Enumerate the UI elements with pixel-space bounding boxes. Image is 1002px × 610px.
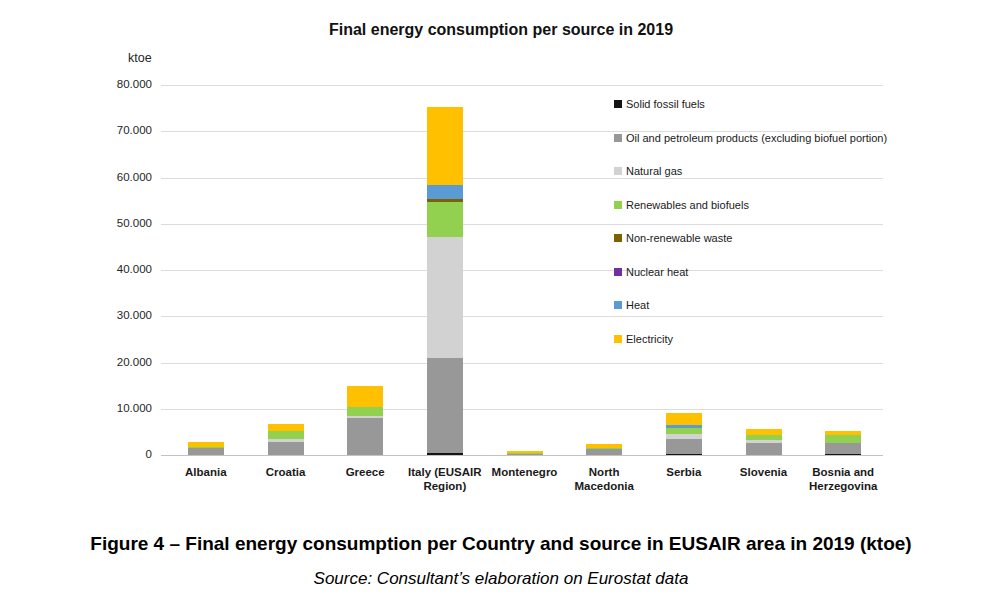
figure-page: Final energy consumption per source in 2… (0, 0, 1002, 610)
y-axis-unit-label: ktoe (128, 51, 152, 65)
legend-item: Electricity (614, 333, 673, 345)
bar-segment (746, 429, 782, 435)
y-tick-label: 60.000 (92, 171, 152, 183)
bar-segment (825, 431, 861, 435)
legend-item: Solid fossil fuels (614, 98, 705, 110)
bar-segment (666, 439, 702, 454)
x-tick-label: Albania (162, 465, 250, 479)
bar-segment (188, 447, 224, 448)
bar-segment (666, 454, 702, 455)
bar-segment (666, 434, 702, 439)
legend-swatch (614, 201, 622, 209)
y-tick-label: 70.000 (92, 124, 152, 136)
bar-segment (746, 443, 782, 455)
bar-segment (268, 431, 304, 439)
y-tick-label: 20.000 (92, 356, 152, 368)
legend-item: Heat (614, 299, 649, 311)
x-tick-label: Slovenia (720, 465, 808, 479)
y-tick-label: 50.000 (92, 217, 152, 229)
bar-segment (268, 442, 304, 455)
legend-item: Natural gas (614, 165, 682, 177)
legend-label: Non-renewable waste (626, 232, 732, 244)
legend-swatch (614, 134, 622, 142)
x-axis-line (161, 455, 883, 456)
figure-source: Source: Consultant’s elaboration on Euro… (0, 569, 1002, 589)
bar-segment (666, 413, 702, 425)
gridline (161, 270, 883, 271)
legend-item: Nuclear heat (614, 266, 688, 278)
legend-label: Natural gas (626, 165, 682, 177)
x-tick-label: Croatia (242, 465, 330, 479)
legend-label: Oil and petroleum products (excluding bi… (626, 132, 887, 144)
bar-segment (188, 448, 224, 455)
bar-segment (507, 451, 543, 453)
x-tick-label: Montenegro (481, 465, 569, 479)
bar-segment (825, 443, 861, 454)
legend-label: Heat (626, 299, 649, 311)
bar-segment (347, 416, 383, 418)
bar-segment (347, 418, 383, 455)
bar-segment (507, 453, 543, 454)
legend-label: Electricity (626, 333, 673, 345)
bar-segment (746, 440, 782, 443)
y-tick-label: 10.000 (92, 402, 152, 414)
bar-segment (825, 435, 861, 443)
x-tick-label: Bosnia and Herzegovina (799, 465, 887, 493)
bar-segment (427, 107, 463, 185)
bar-segment (666, 428, 702, 434)
gridline (161, 85, 883, 86)
bar-segment (825, 454, 861, 455)
legend-swatch (614, 268, 622, 276)
legend-label: Nuclear heat (626, 266, 688, 278)
bar-segment (268, 439, 304, 442)
legend-swatch (614, 167, 622, 175)
bar-segment (746, 435, 782, 440)
y-tick-label: 0 (92, 448, 152, 460)
bar-segment (268, 424, 304, 431)
gridline (161, 224, 883, 225)
x-tick-label: North Macedonia (560, 465, 648, 493)
bar-segment (427, 237, 463, 358)
bar-segment (427, 185, 463, 199)
legend-swatch (614, 335, 622, 343)
bar-segment (347, 386, 383, 407)
bar-segment (507, 454, 543, 455)
y-tick-label: 30.000 (92, 309, 152, 321)
figure-caption: Figure 4 – Final energy consumption per … (0, 533, 1002, 555)
bar-segment (666, 425, 702, 428)
gridline (161, 409, 883, 410)
bar-segment (427, 453, 463, 455)
bar-segment (427, 202, 463, 237)
legend-item: Oil and petroleum products (excluding bi… (614, 132, 887, 144)
legend-label: Renewables and biofuels (626, 199, 749, 211)
legend-item: Renewables and biofuels (614, 199, 749, 211)
y-tick-label: 80.000 (92, 78, 152, 90)
legend-label: Solid fossil fuels (626, 98, 705, 110)
y-tick-label: 40.000 (92, 263, 152, 275)
x-tick-label: Italy (EUSAIR Region) (401, 465, 489, 493)
chart-title: Final energy consumption per source in 2… (0, 21, 1002, 39)
legend-swatch (614, 234, 622, 242)
bar-segment (188, 442, 224, 447)
gridline (161, 363, 883, 364)
bar-segment (427, 199, 463, 201)
bar-segment (427, 358, 463, 453)
legend-item: Non-renewable waste (614, 232, 732, 244)
bar-segment (347, 407, 383, 415)
legend-swatch (614, 301, 622, 309)
gridline (161, 178, 883, 179)
x-tick-label: Serbia (640, 465, 728, 479)
x-tick-label: Greece (321, 465, 409, 479)
legend-swatch (614, 100, 622, 108)
bar-segment (586, 444, 622, 448)
bar-segment (586, 449, 622, 455)
bar-segment (586, 448, 622, 449)
gridline (161, 316, 883, 317)
